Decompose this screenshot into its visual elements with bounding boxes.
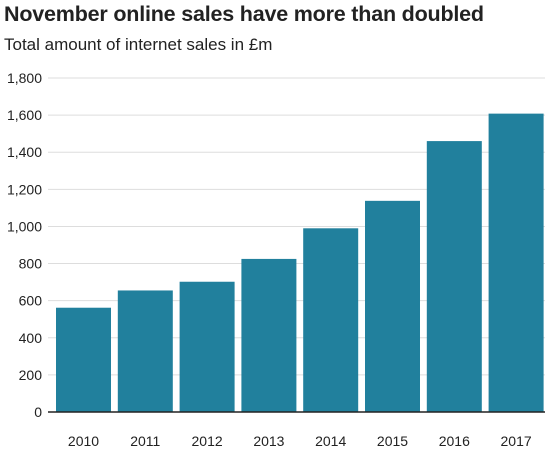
y-tick-label: 1,600	[7, 107, 42, 123]
bar-2015	[365, 200, 420, 412]
y-tick-label: 1,000	[7, 218, 42, 234]
y-tick-label: 800	[19, 256, 43, 272]
chart-subtitle: Total amount of internet sales in £m	[4, 35, 273, 54]
x-tick-label: 2013	[253, 433, 284, 449]
bar-2017	[488, 113, 544, 413]
y-tick-label: 0	[34, 404, 42, 420]
y-tick-label: 1,400	[7, 144, 42, 160]
x-tick-label: 2010	[68, 433, 99, 449]
bars	[56, 113, 544, 413]
bar-2012	[179, 281, 235, 412]
bar-2013	[241, 258, 297, 412]
bar-2014	[303, 228, 359, 412]
bar-2016	[426, 141, 482, 413]
chart-title: November online sales have more than dou…	[4, 2, 484, 26]
y-tick-label: 1,800	[7, 70, 42, 86]
x-tick-label: 2015	[377, 433, 408, 449]
x-axis-ticks: 2010 2011 2012 2013 2014 2015 2016 2017	[68, 433, 532, 449]
x-tick-label: 2011	[130, 433, 160, 449]
x-tick-label: 2016	[439, 433, 470, 449]
y-axis-ticks: 0 200 400 600 800 1,000 1,200 1,400 1,600 1,800	[7, 70, 42, 420]
y-tick-label: 600	[19, 293, 43, 309]
y-tick-label: 200	[19, 367, 43, 383]
bar-2010	[56, 307, 111, 412]
x-tick-label: 2014	[315, 433, 346, 449]
y-tick-label: 400	[19, 330, 43, 346]
x-tick-label: 2012	[192, 433, 223, 449]
bar-2011	[117, 290, 173, 412]
x-tick-label: 2017	[501, 433, 532, 449]
y-tick-label: 1,200	[7, 181, 42, 197]
